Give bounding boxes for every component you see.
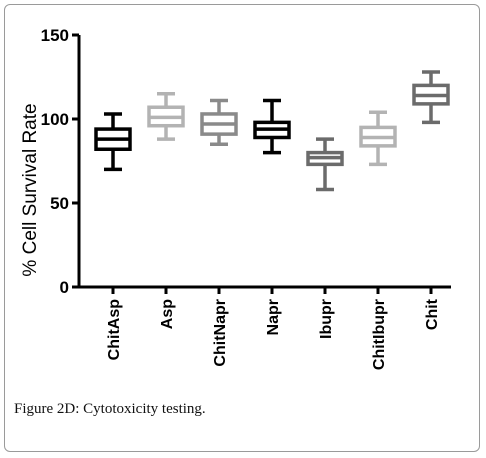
box-plot-chart: 0 50 100 150 ChitAsp Asp ChitNapr Napr Ibupr Chit… — [20, 26, 451, 370]
box-chitnapr — [200, 98, 238, 146]
y-tick-label-0: 0 — [60, 278, 69, 297]
figure-frame — [4, 4, 480, 452]
x-tick-label-napr: Napr — [265, 299, 282, 335]
x-tick-label-chitibupr: ChitIbupr — [371, 299, 388, 370]
x-tick-label-ibupr: Ibupr — [318, 299, 335, 339]
chart-axes — [72, 33, 451, 294]
box-ibupr — [306, 137, 344, 192]
x-tick-label-chit: Chit — [424, 298, 441, 330]
y-tick-label-50: 50 — [50, 194, 69, 213]
y-axis-title: % Cell Survival Rate — [20, 103, 41, 276]
x-tick-label-chitnapr: ChitNapr — [212, 299, 229, 367]
chart-labels: 0 50 100 150 ChitAsp Asp ChitNapr Napr Ibupr Chit… — [41, 26, 441, 370]
box-napr — [253, 98, 291, 155]
y-tick-label-100: 100 — [41, 110, 69, 129]
chart-boxes — [94, 70, 450, 192]
y-tick-label-150: 150 — [41, 26, 69, 45]
box-chit — [412, 70, 450, 125]
box-asp — [147, 92, 185, 141]
x-tick-label-chitasp: ChitAsp — [106, 299, 123, 361]
x-tick-label-asp: Asp — [159, 299, 176, 329]
box-chitasp — [94, 112, 132, 172]
figure-caption: Figure 2D: Cytotoxicity testing. — [14, 401, 206, 417]
box-chitibupr — [359, 110, 397, 167]
